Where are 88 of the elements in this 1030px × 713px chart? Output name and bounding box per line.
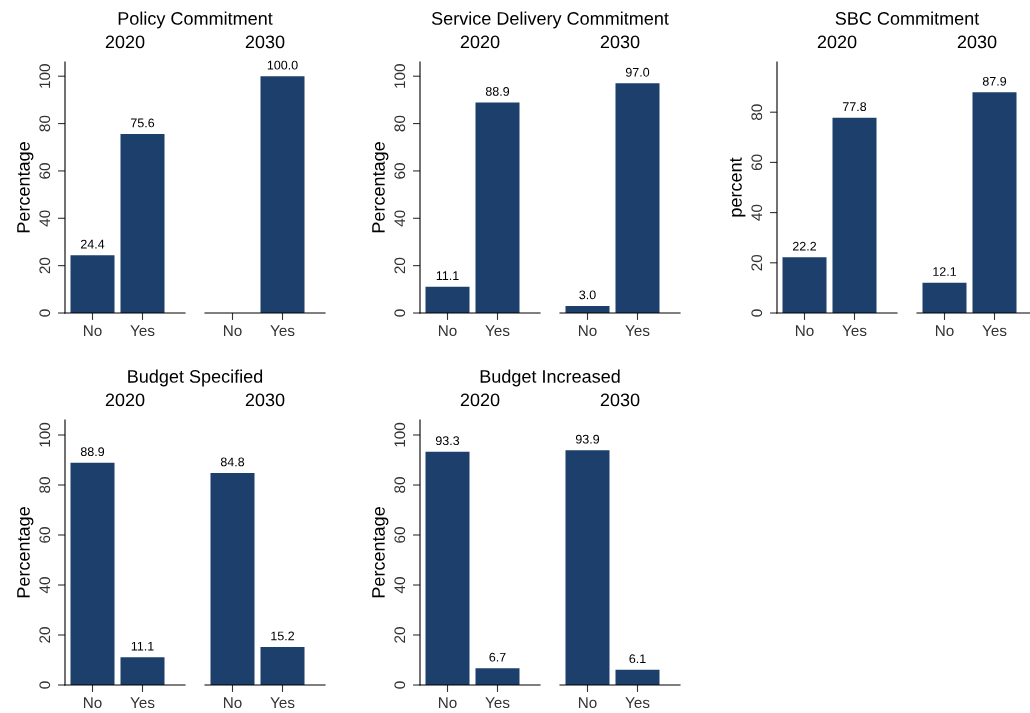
x-tick-label: Yes xyxy=(485,697,510,709)
x-tick-label: No xyxy=(438,325,457,337)
x-tick-label: No xyxy=(935,325,954,337)
y-tick-label: 20 xyxy=(394,627,406,643)
y-tick-label: 20 xyxy=(394,257,406,274)
data-label: 84.8 xyxy=(220,457,245,467)
y-tick-label: 60 xyxy=(39,527,51,543)
y-tick-label: 60 xyxy=(39,163,51,179)
y-tick-label: 80 xyxy=(39,115,51,132)
data-label: 88.9 xyxy=(80,447,105,457)
data-label: 77.8 xyxy=(842,102,867,112)
chart-title: Service Delivery Commitment xyxy=(431,11,669,29)
y-tick-label: 40 xyxy=(394,210,406,227)
chart-subtitle: 2030 xyxy=(957,35,997,49)
y-tick-label: 60 xyxy=(394,163,406,179)
data-label: 6.7 xyxy=(489,652,506,662)
x-tick-label: No xyxy=(223,697,242,709)
chart-subtitle: 2020 xyxy=(105,393,145,407)
data-label: 75.6 xyxy=(130,118,155,128)
data-label: 93.3 xyxy=(435,436,460,446)
data-label: 100.0 xyxy=(267,60,298,70)
data-label: 87.9 xyxy=(982,76,1007,86)
y-axis-title: percent xyxy=(729,157,746,217)
y-tick-label: 40 xyxy=(394,577,406,594)
x-tick-label: Yes xyxy=(625,697,650,709)
x-tick-label: No xyxy=(223,325,242,337)
y-axis-title: Percentage xyxy=(372,142,389,233)
data-label: 93.9 xyxy=(575,434,600,444)
y-tick-label: 100 xyxy=(39,64,51,88)
y-tick-label: 100 xyxy=(394,422,406,447)
y-tick-label: 100 xyxy=(39,422,51,447)
chart-subtitle: 2020 xyxy=(460,393,500,407)
data-label: 3.0 xyxy=(579,290,596,300)
y-tick-label: 0 xyxy=(394,681,406,689)
x-tick-label: Yes xyxy=(982,325,1007,337)
x-tick-label: No xyxy=(578,697,597,709)
y-tick-label: 20 xyxy=(39,257,51,274)
y-tick-label: 0 xyxy=(39,681,51,689)
x-tick-label: Yes xyxy=(130,325,155,337)
y-tick-label: 0 xyxy=(751,309,763,317)
chart-title: Budget Increased xyxy=(480,369,620,387)
y-tick-label: 100 xyxy=(394,64,406,88)
x-tick-label: No xyxy=(795,325,814,337)
data-label: 6.1 xyxy=(629,654,646,664)
chart-title: SBC Commitment xyxy=(835,11,980,25)
data-label: 97.0 xyxy=(625,67,650,77)
data-label: 22.2 xyxy=(792,241,817,251)
y-tick-label: 60 xyxy=(394,527,406,543)
y-axis-title: Percentage xyxy=(17,142,34,233)
data-label: 11.1 xyxy=(131,641,154,651)
x-tick-label: Yes xyxy=(270,697,295,709)
chart-subtitle: 2030 xyxy=(600,35,640,49)
y-axis-title: Percentage xyxy=(17,507,34,598)
x-tick-label: Yes xyxy=(130,697,155,709)
chart-title: Policy Commitment xyxy=(118,11,273,29)
chart-subtitle: 2030 xyxy=(245,393,285,407)
x-tick-label: Yes xyxy=(625,325,650,337)
data-label: 24.4 xyxy=(80,239,105,249)
data-label: 88.9 xyxy=(485,87,510,96)
chart-subtitle: 2020 xyxy=(460,35,500,49)
y-tick-label: 20 xyxy=(39,627,51,643)
x-tick-label: Yes xyxy=(842,325,867,337)
y-tick-label: 20 xyxy=(751,254,763,271)
y-tick-label: 80 xyxy=(394,115,406,132)
x-tick-label: Yes xyxy=(485,325,510,337)
y-tick-label: 0 xyxy=(394,309,406,317)
data-label: 15.2 xyxy=(271,631,295,641)
y-tick-label: 40 xyxy=(39,210,51,227)
x-tick-label: No xyxy=(578,325,597,337)
chart-subtitle: 2030 xyxy=(600,393,640,407)
data-label: 12.1 xyxy=(933,267,957,276)
y-tick-label: 40 xyxy=(39,577,51,594)
y-tick-label: 40 xyxy=(751,204,763,221)
y-tick-label: 0 xyxy=(39,309,51,317)
x-tick-label: No xyxy=(83,325,102,337)
y-axis-title: Percentage xyxy=(372,507,389,598)
data-label: 11.1 xyxy=(436,271,459,280)
x-tick-label: No xyxy=(438,697,457,709)
y-tick-label: 80 xyxy=(751,104,763,121)
x-tick-label: No xyxy=(83,697,102,709)
chart-title: Budget Specified xyxy=(128,369,263,387)
y-tick-label: 60 xyxy=(751,154,763,171)
x-tick-label: Yes xyxy=(270,325,295,337)
chart-subtitle: 2030 xyxy=(245,35,285,49)
chart-subtitle: 2020 xyxy=(105,35,145,49)
chart-subtitle: 2020 xyxy=(817,35,857,49)
y-tick-label: 80 xyxy=(394,477,406,493)
y-tick-label: 80 xyxy=(39,477,51,493)
